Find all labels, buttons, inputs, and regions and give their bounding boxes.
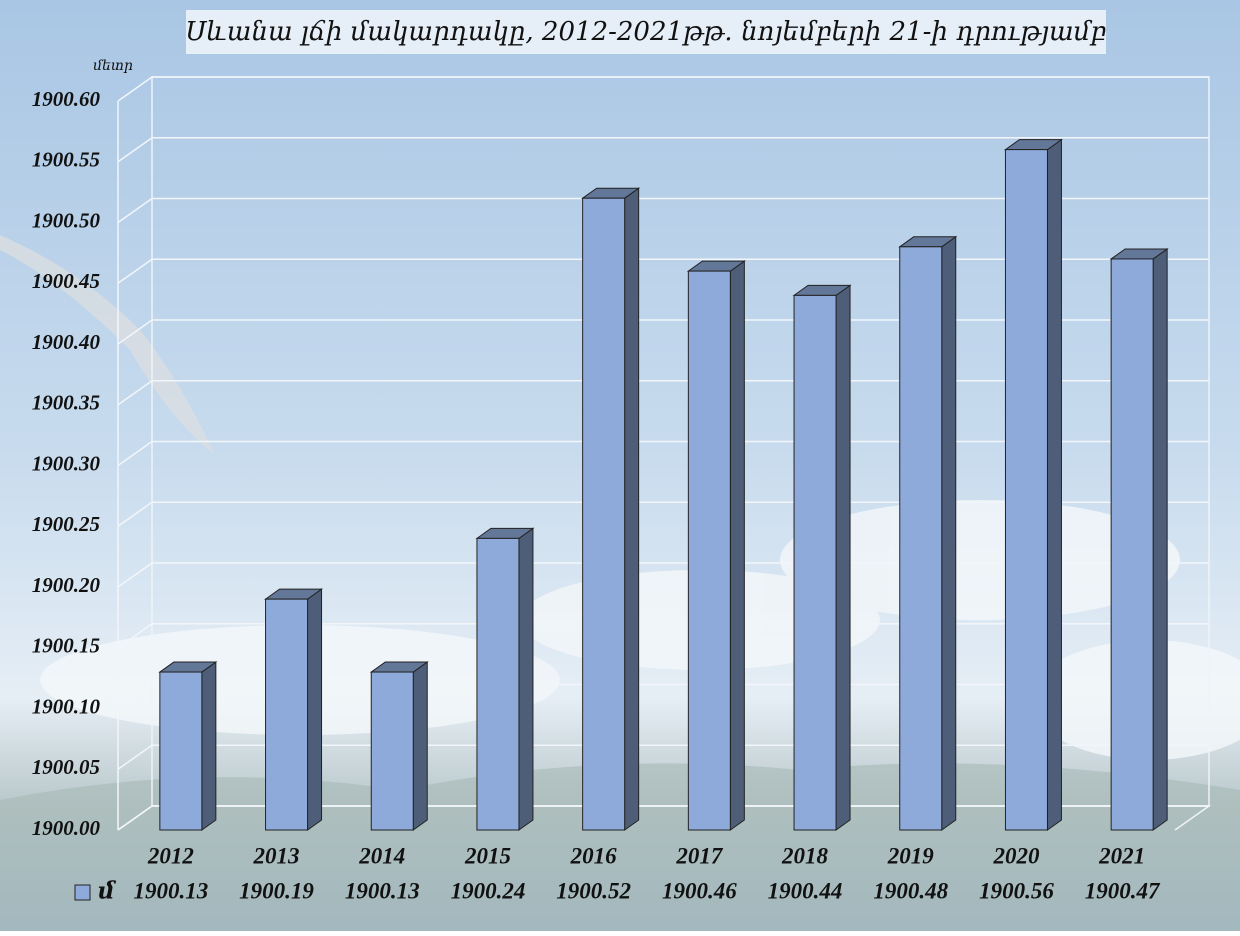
y-tick-label: 1900.25 [32,512,100,536]
bar-side [201,661,217,831]
y-tick-label: 1900.50 [32,208,101,232]
bar-side [307,588,323,831]
y-tick-label: 1900.05 [32,755,100,779]
bar [1004,149,1048,831]
y-tick-label: 1900.60 [32,87,101,111]
grid-line [117,805,1209,831]
grid-line [117,319,1209,345]
x-tick-label: 2015 [464,843,511,868]
grid-line [117,683,1209,710]
bar [687,270,731,831]
x-tick-label: 2021 [1098,843,1145,868]
data-table-value: 1900.46 [662,878,737,903]
bar-side [1152,247,1168,831]
bar [1110,258,1154,831]
y-tick-label: 1900.00 [32,816,101,840]
y-tick-label: 1900.55 [32,148,100,172]
bar [582,197,626,831]
y-tick-label: 1900.10 [32,694,101,718]
grid-line [117,76,1209,102]
data-table-value: 1900.44 [768,878,843,903]
y-tick-label: 1900.15 [32,634,100,658]
bar [370,671,414,831]
data-table-value: 1900.19 [239,878,314,903]
grid-line [117,744,1209,770]
y-tick-label: 1900.40 [32,330,101,354]
grid-line [117,440,1209,467]
grid-line [117,197,1209,224]
bar [476,537,520,831]
bar-side [835,284,851,831]
x-tick-label: 2020 [992,843,1040,868]
bar-side [1046,138,1062,831]
bar [159,671,203,831]
data-table-value: 1900.13 [345,878,420,903]
x-tick-label: 2012 [147,843,194,868]
title-box [186,10,1106,54]
y-axis-label: մետր [93,58,133,74]
y-tick-label: 1900.20 [32,573,101,597]
data-table-value: 1900.56 [979,878,1054,903]
bar-side [518,527,534,831]
bar-side [624,187,640,831]
grid-line [117,258,1209,284]
y-tick-label: 1900.35 [32,391,100,415]
bar [265,598,309,831]
x-tick-label: 2013 [253,843,300,868]
data-table-value: 1900.24 [451,878,526,903]
x-tick-label: 2019 [887,843,935,868]
bar-side [412,661,428,831]
bar-side [941,235,957,831]
grid-line [117,380,1209,406]
data-table-value: 1900.13 [133,878,208,903]
x-tick-label: 2014 [358,843,405,868]
data-table-value: 1900.52 [556,878,631,903]
grid-line [117,623,1209,649]
x-tick-label: 2016 [570,843,618,868]
legend-label: մ [98,878,117,903]
legend-swatch [74,884,91,901]
y-tick-label: 1900.30 [32,451,101,475]
chart-title: Սևանա լճի մակարդակը, 2012-2021թթ․ նոյեմբ… [186,17,1107,47]
bar-side [729,260,745,831]
bar [793,294,837,831]
data-table-value: 1900.47 [1085,878,1161,903]
grid-line [117,562,1209,588]
y-tick-label: 1900.45 [32,269,100,293]
x-tick-label: 2017 [675,843,724,868]
grid-line [117,501,1209,527]
bar [899,246,943,831]
x-tick-label: 2018 [781,843,829,868]
seagull [0,235,215,455]
grid-line [117,137,1209,163]
data-table-value: 1900.48 [873,878,948,903]
